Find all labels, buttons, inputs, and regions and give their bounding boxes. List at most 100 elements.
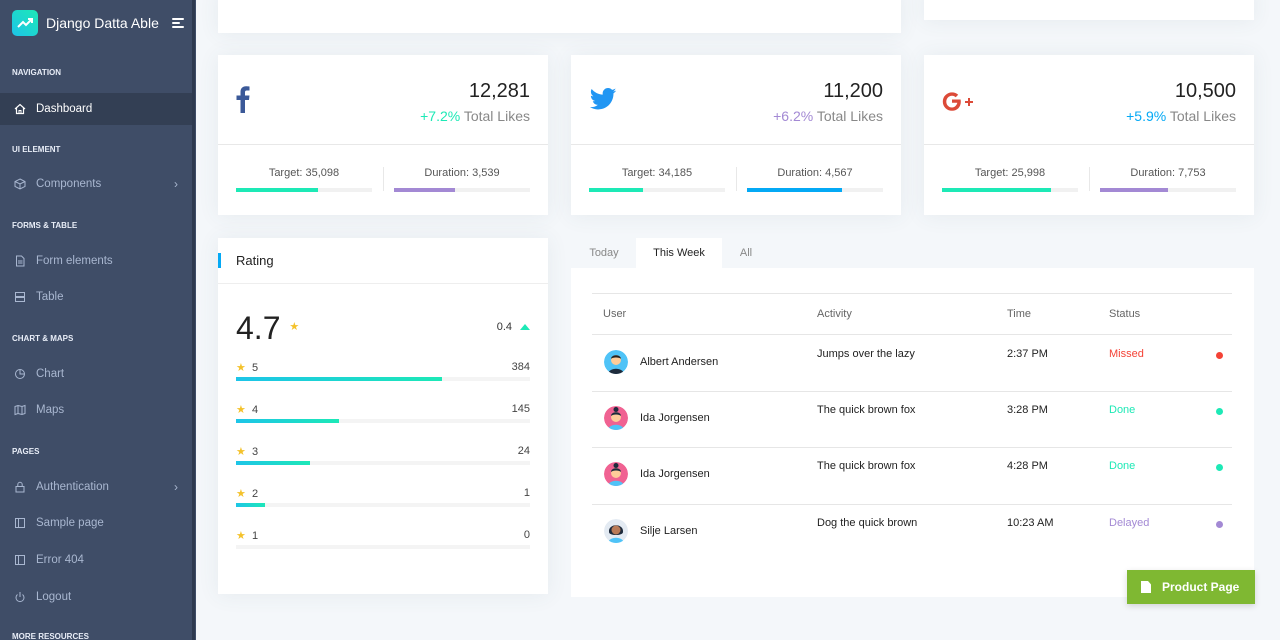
- rating-card: Rating 4.7 ★ 0.4 ★ 5 384 ★ 4 145 ★ 3 24 …: [218, 238, 548, 594]
- brand-name[interactable]: Django Datta Able: [46, 15, 159, 31]
- chevron-right-icon: ›: [174, 480, 178, 494]
- time-text: 10:23 AM: [1007, 517, 1054, 529]
- status-dot: [1216, 464, 1223, 471]
- brand: Django Datta Able: [0, 0, 196, 46]
- rating-delta: 0.4: [497, 321, 530, 333]
- stat-change: +7.2%: [420, 108, 461, 124]
- sidebar-item-logout[interactable]: Logout: [0, 581, 194, 613]
- duration-label: Duration: 3,539: [424, 167, 500, 179]
- sidebar-item-table[interactable]: Table: [0, 281, 194, 313]
- stat-change: +6.2%: [773, 108, 814, 124]
- sidebar-scrollbar[interactable]: [192, 0, 195, 640]
- status-dot: [1216, 521, 1223, 528]
- stat-value: 12,281: [468, 80, 530, 102]
- nav-caption-chart-maps: CHART & MAPS: [12, 334, 74, 343]
- sidebar: Django Datta Able NAVIGATION Dashboard U…: [0, 0, 196, 640]
- stat-caption: Total Likes: [1169, 108, 1236, 124]
- sidebar-item-label: Dashboard: [36, 103, 93, 115]
- sidebar-item-label: Maps: [36, 404, 65, 416]
- trending-up-icon[interactable]: [12, 10, 38, 36]
- stat-subtitle: +5.9% Total Likes: [1126, 108, 1236, 124]
- facebook-stats-card: 12,281 +7.2% Total Likes Target: 35,098 …: [218, 55, 548, 215]
- chevron-right-icon: ›: [174, 177, 178, 191]
- stat-caption: Total Likes: [463, 108, 530, 124]
- activity-text: Dog the quick brown: [817, 517, 918, 529]
- target-label: Target: 25,998: [974, 167, 1046, 179]
- sidebar-page-icon: [13, 553, 27, 567]
- sidebar-item-label: Logout: [36, 591, 72, 603]
- nav-caption-ui-element: UI ELEMENT: [12, 145, 61, 154]
- user-name: Silje Larsen: [640, 525, 698, 537]
- map-icon: [13, 403, 27, 417]
- box-icon: [13, 177, 27, 191]
- rating-average: 4.7 ★: [236, 310, 300, 346]
- target-label: Target: 34,185: [621, 167, 693, 179]
- sidebar-item-label: Authentication: [36, 481, 109, 493]
- column-header-time[interactable]: Time: [1007, 308, 1032, 320]
- sidebar-item-components[interactable]: Components ›: [0, 168, 194, 200]
- tab-all[interactable]: All: [739, 247, 753, 259]
- sidebar-item-error-404[interactable]: Error 404: [0, 544, 194, 576]
- lock-icon: [13, 480, 27, 494]
- star-icon: ★: [236, 362, 246, 374]
- stat-change: +5.9%: [1126, 108, 1167, 124]
- status-text: Missed: [1109, 348, 1144, 360]
- sidebar-item-label: Table: [36, 291, 64, 303]
- sidebar-item-sample-page[interactable]: Sample page: [0, 507, 194, 539]
- sidebar-item-label: Error 404: [36, 554, 84, 566]
- avatar: [604, 350, 628, 374]
- nav-caption-more-resources: MORE RESOURCES: [12, 632, 89, 640]
- avatar: [604, 519, 628, 543]
- column-header-status[interactable]: Status: [1109, 308, 1141, 320]
- nav-caption-navigation: NAVIGATION: [12, 68, 62, 77]
- file-icon: [1141, 581, 1151, 593]
- star-icon: ★: [236, 404, 246, 416]
- sidebar-item-authentication[interactable]: Authentication ›: [0, 471, 194, 503]
- sidebar-item-chart[interactable]: Chart: [0, 358, 194, 390]
- sidebar-item-form-elements[interactable]: Form elements: [0, 245, 194, 277]
- status-text: Done: [1109, 460, 1136, 472]
- product-page-button[interactable]: Product Page: [1127, 570, 1255, 604]
- time-text: 4:28 PM: [1007, 460, 1048, 472]
- facebook-icon: [236, 85, 250, 116]
- star-icon: ★: [289, 321, 300, 334]
- server-icon: [13, 290, 27, 304]
- duration-label: Duration: 7,753: [1130, 167, 1206, 179]
- google-plus-icon: [942, 91, 976, 114]
- star-icon: ★: [236, 530, 246, 542]
- tab-today[interactable]: Today: [589, 247, 619, 259]
- top-card-partial: [924, 0, 1254, 20]
- user-name: Albert Andersen: [640, 356, 719, 368]
- status-text: Delayed: [1109, 517, 1150, 529]
- stat-value: 11,200: [823, 80, 883, 102]
- duration-label: Duration: 4,567: [777, 167, 853, 179]
- nav-caption-pages: PAGES: [12, 447, 40, 456]
- activity-text: Jumps over the lazy: [817, 348, 915, 360]
- time-text: 2:37 PM: [1007, 348, 1048, 360]
- home-icon: [13, 102, 27, 116]
- activity-text: The quick brown fox: [817, 404, 916, 416]
- duration-progress: [1100, 188, 1236, 192]
- column-header-user[interactable]: User: [603, 308, 627, 320]
- product-page-label: Product Page: [1162, 580, 1240, 594]
- caret-up-icon: [520, 324, 530, 330]
- stat-value: 10,500: [1174, 80, 1236, 102]
- sidebar-item-label: Chart: [36, 368, 65, 380]
- sidebar-item-maps[interactable]: Maps: [0, 394, 194, 426]
- menu-toggle-icon[interactable]: [171, 18, 184, 28]
- sidebar-item-dashboard[interactable]: Dashboard: [0, 93, 194, 125]
- tab-this-week[interactable]: This Week: [636, 238, 722, 268]
- avatar: [604, 406, 628, 430]
- top-card-partial: [218, 0, 901, 33]
- column-header-activity[interactable]: Activity: [817, 308, 852, 320]
- sidebar-item-label: Sample page: [36, 517, 104, 529]
- user-name: Ida Jorgensen: [640, 468, 710, 480]
- status-text: Done: [1109, 404, 1136, 416]
- sidebar-item-label: Form elements: [36, 255, 113, 267]
- google-plus-stats-card: 10,500 +5.9% Total Likes Target: 25,998 …: [924, 55, 1254, 215]
- sidebar-page-icon: [13, 516, 27, 530]
- file-text-icon: [13, 254, 27, 268]
- user-name: Ida Jorgensen: [640, 412, 710, 424]
- avatar: [604, 462, 628, 486]
- twitter-stats-card: 11,200 +6.2% Total Likes Target: 34,185 …: [571, 55, 901, 215]
